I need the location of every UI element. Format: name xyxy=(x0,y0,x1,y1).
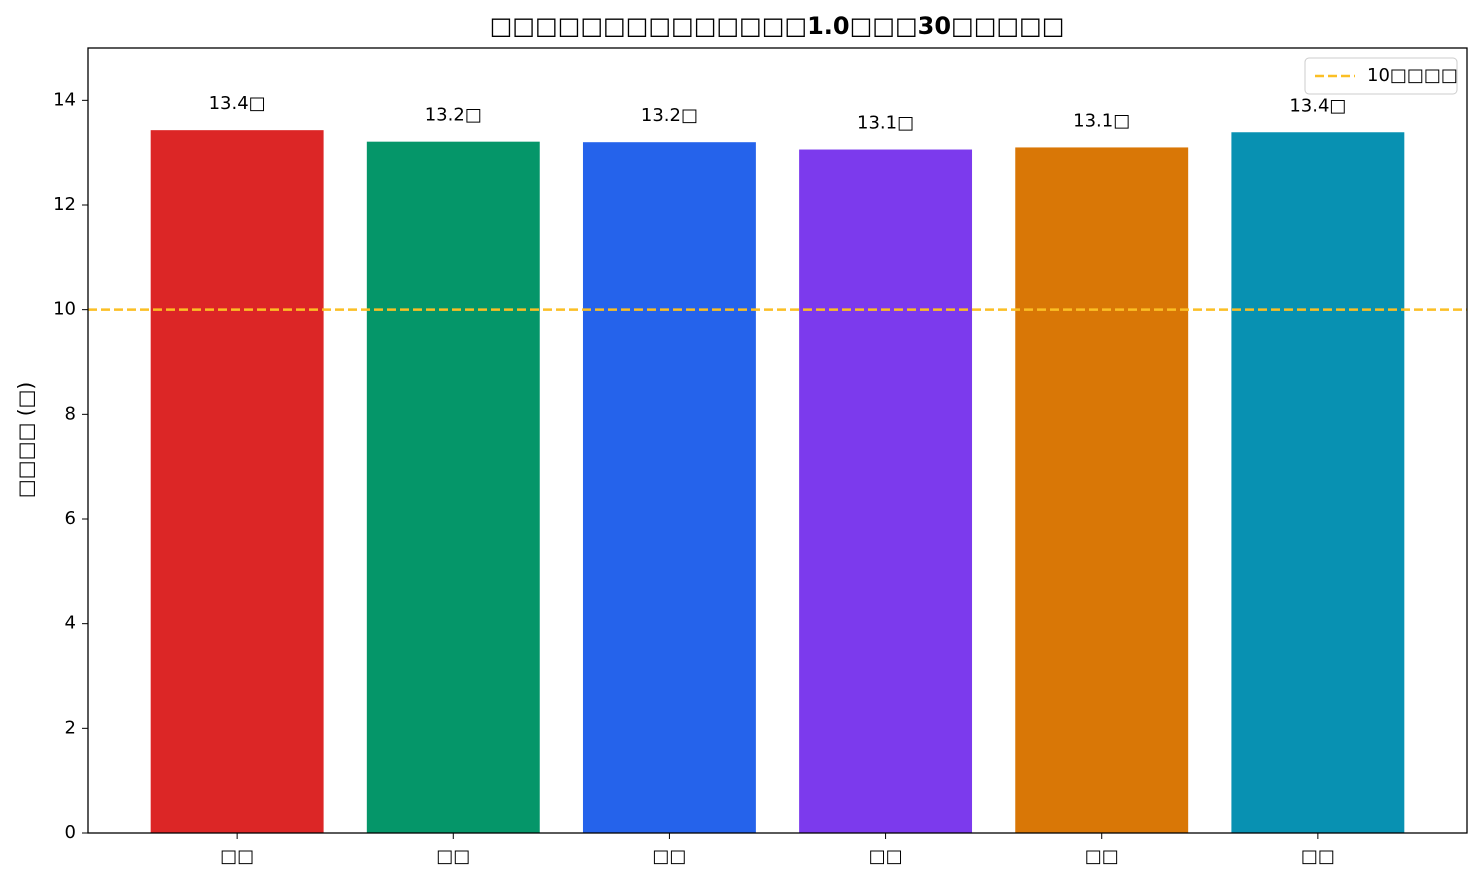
x-tick-label: □□ xyxy=(1301,846,1335,867)
y-axis-label: □□□□ (□) xyxy=(14,382,38,498)
legend-label: 10□□□□ xyxy=(1367,65,1458,86)
bar xyxy=(1015,147,1189,833)
x-tick-label: □□ xyxy=(220,846,254,867)
plot-frame xyxy=(87,47,1468,834)
x-tick-label: □□ xyxy=(1085,846,1119,867)
value-label: 13.4□ xyxy=(209,93,266,114)
x-tick-label: □□ xyxy=(869,846,903,867)
chart-title: □□□□□□□□□□□□□□1.0□□□30□□□□□ xyxy=(490,12,1065,40)
bar xyxy=(582,142,756,833)
bar xyxy=(1231,132,1405,834)
value-label: 13.4□ xyxy=(1289,95,1346,116)
value-label: 13.2□ xyxy=(641,105,698,126)
bar xyxy=(799,149,973,833)
value-label: 13.1□ xyxy=(857,113,914,134)
bar xyxy=(150,130,324,833)
y-tick-label: 12 xyxy=(53,194,76,215)
x-tick-label: □□ xyxy=(436,846,470,867)
y-tick-label: 8 xyxy=(65,403,76,424)
value-label: 13.1□ xyxy=(1073,110,1130,131)
y-tick-label: 10 xyxy=(53,299,76,320)
y-tick-label: 2 xyxy=(65,717,76,738)
legend-box xyxy=(1304,57,1458,95)
x-tick-label: □□ xyxy=(652,846,686,867)
y-tick-label: 4 xyxy=(65,613,76,634)
y-tick-label: 6 xyxy=(65,508,76,529)
value-label: 13.2□ xyxy=(425,105,482,126)
bar xyxy=(366,141,540,834)
y-tick-label: 14 xyxy=(53,89,76,110)
y-tick-label: 0 xyxy=(65,822,76,843)
